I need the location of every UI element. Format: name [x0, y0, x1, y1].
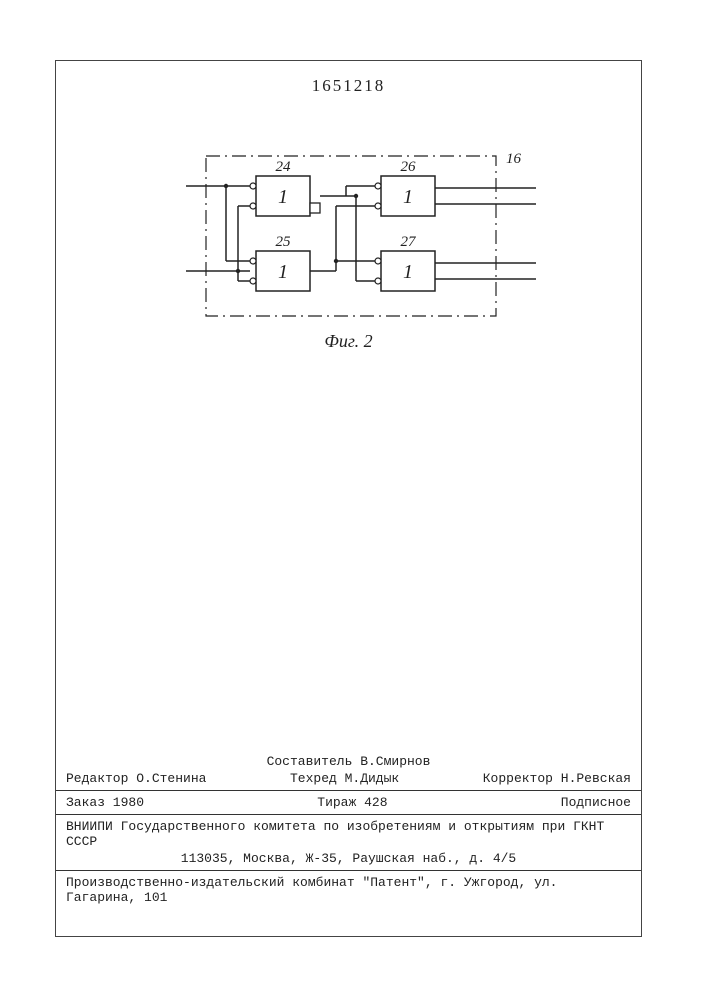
block-24-id: 24	[276, 159, 292, 175]
editor-text: Редактор О.Стенина	[66, 771, 206, 786]
block-25-symbol: 1	[278, 261, 288, 283]
figure-caption: Фиг. 2	[56, 331, 641, 352]
techred-text: Техред М.Дидык	[290, 771, 399, 786]
block-26-id: 26	[401, 159, 417, 175]
boundary-16	[206, 156, 496, 316]
rule-1	[56, 790, 641, 791]
block-27: 1 27	[375, 234, 435, 291]
block-25: 1 25	[250, 234, 310, 291]
rule-3	[56, 870, 641, 871]
colophon: Составитель В.Смирнов Редактор О.Стенина…	[56, 753, 641, 906]
block-24-symbol: 1	[278, 186, 288, 208]
block-26: 1 26	[375, 159, 435, 216]
proofreader-text: Корректор Н.Ревская	[483, 771, 631, 786]
block-26-symbol: 1	[403, 186, 413, 208]
org-line-2: 113035, Москва, Ж-35, Раушская наб., д. …	[56, 850, 641, 867]
page-frame: 1651218 16 1 24 1 26	[55, 60, 642, 937]
document-number: 1651218	[56, 76, 641, 96]
subscription-text: Подписное	[561, 795, 631, 810]
figure-2: 16 1 24 1 26	[186, 141, 536, 341]
order-text: Заказ 1980	[66, 795, 144, 810]
block-24: 1 24	[250, 159, 320, 216]
printer-line: Производственно-издательский комбинат "П…	[56, 874, 641, 906]
printrun-text: Тираж 428	[317, 795, 387, 810]
boundary-ref-label: 16	[506, 151, 522, 167]
compiler-line: Составитель В.Смирнов	[56, 753, 641, 770]
rule-2	[56, 814, 641, 815]
org-line-1: ВНИИПИ Государственного комитета по изоб…	[56, 818, 641, 850]
block-27-symbol: 1	[403, 261, 413, 283]
block-25-id: 25	[276, 234, 292, 250]
block-27-id: 27	[401, 234, 418, 250]
block-24-stub	[310, 203, 320, 213]
wires	[186, 184, 536, 281]
